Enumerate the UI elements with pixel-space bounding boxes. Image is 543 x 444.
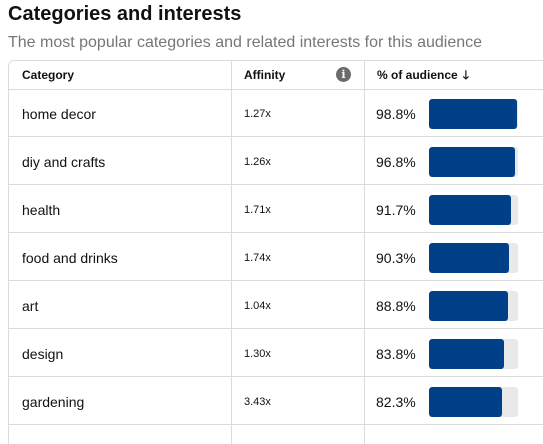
info-icon[interactable]: i (336, 67, 351, 82)
affinity-value: 3.43x (244, 396, 271, 408)
audience-bar-track (429, 99, 518, 129)
audience-bar-track (429, 195, 518, 225)
affinity-value: 1.26x (244, 156, 271, 168)
column-header-category[interactable]: Category (22, 68, 75, 82)
audience-bar-track (429, 291, 518, 321)
column-divider (231, 61, 232, 444)
column-header-affinity[interactable]: Affinity (244, 68, 286, 82)
category-name: art (22, 298, 39, 314)
audience-bar (429, 99, 517, 129)
table-row[interactable]: design 1.30x 83.8% (9, 329, 543, 377)
category-name: diy and crafts (22, 154, 106, 170)
table-row[interactable]: gardening 3.43x 82.3% (9, 377, 543, 425)
audience-percent: 98.8% (376, 106, 416, 122)
table-body: home decor 1.27x 98.8% diy and crafts 1.26x 9… (9, 89, 543, 425)
table-row[interactable]: home decor 1.27x 98.8% (9, 89, 543, 137)
table-row[interactable]: art 1.04x 88.8% (9, 281, 543, 329)
column-divider (364, 61, 365, 444)
audience-percent: 91.7% (376, 202, 416, 218)
audience-bar-track (429, 387, 518, 417)
audience-bar (429, 147, 516, 177)
affinity-value: 1.27x (244, 108, 271, 120)
affinity-value: 1.74x (244, 252, 271, 264)
column-header-audience-label: % of audience (377, 68, 458, 82)
category-name: design (22, 346, 64, 362)
category-name: health (22, 202, 61, 218)
audience-bar (429, 243, 510, 273)
audience-bar (429, 291, 509, 321)
audience-percent: 83.8% (376, 346, 416, 362)
audience-percent: 88.8% (376, 298, 416, 314)
audience-bar (429, 339, 504, 369)
audience-bar (429, 387, 503, 417)
audience-bar (429, 195, 511, 225)
category-name: home decor (22, 106, 96, 122)
page-subtitle: The most popular categories and related … (8, 34, 483, 51)
category-name: food and drinks (22, 250, 118, 266)
table-header: Category Affinity i % of audience 🡓 (9, 61, 543, 90)
table-row[interactable]: food and drinks 1.74x 90.3% (9, 233, 543, 281)
table-row[interactable]: health 1.71x 91.7% (9, 185, 543, 233)
affinity-value: 1.71x (244, 204, 271, 216)
affinity-value: 1.04x (244, 300, 271, 312)
audience-percent: 82.3% (376, 394, 416, 410)
audience-percent: 90.3% (376, 250, 416, 266)
audience-percent: 96.8% (376, 154, 416, 170)
audience-bar-track (429, 243, 518, 273)
audience-bar-track (429, 147, 518, 177)
audience-bar-track (429, 339, 518, 369)
table-row[interactable]: diy and crafts 1.26x 96.8% (9, 137, 543, 185)
affinity-value: 1.30x (244, 348, 271, 360)
arrow-down-icon: 🡓 (462, 68, 469, 82)
column-header-audience[interactable]: % of audience 🡓 (377, 61, 469, 89)
category-name: gardening (22, 394, 85, 410)
page-title: Categories and interests (8, 3, 242, 25)
categories-table: Category Affinity i % of audience 🡓 home … (8, 60, 543, 444)
